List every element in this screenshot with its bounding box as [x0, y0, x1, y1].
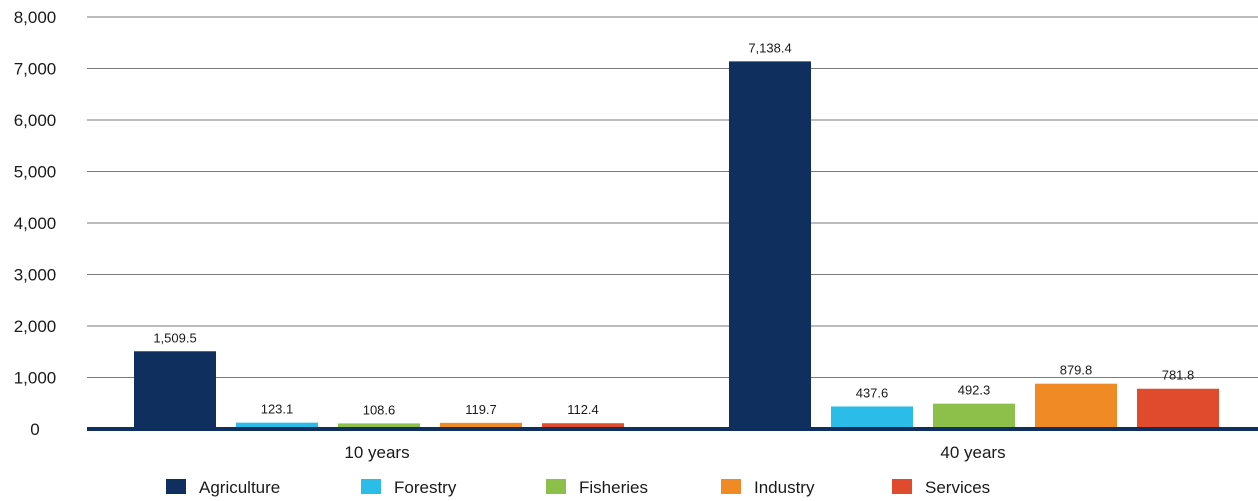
- y-tick-label: 4,000: [14, 214, 57, 233]
- y-tick-label: 8,000: [14, 8, 57, 27]
- y-tick-label: 0: [30, 420, 39, 439]
- legend-label: Fisheries: [579, 478, 648, 497]
- legend-swatch: [361, 479, 381, 494]
- data-label: 108.6: [363, 402, 396, 417]
- data-label: 879.8: [1060, 363, 1093, 378]
- y-tick-label: 1,000: [14, 369, 57, 388]
- gridlines: [87, 16, 1258, 378]
- bar-forestry-40y: [831, 406, 913, 429]
- legend-item-fisheries: Fisheries: [546, 478, 648, 497]
- bar-agriculture-40y: [729, 61, 811, 429]
- bar-forestry-10y: [236, 422, 318, 429]
- legend-swatch: [892, 479, 912, 494]
- legend-item-forestry: Forestry: [361, 478, 457, 497]
- x-category-label: 10 years: [344, 443, 409, 462]
- x-category-label: 40 years: [940, 443, 1005, 462]
- legend: Agriculture Forestry Fisheries Industry Serv…: [166, 478, 990, 497]
- legend-label: Agriculture: [199, 478, 280, 497]
- data-label: 112.4: [567, 402, 599, 417]
- data-label: 123.1: [261, 402, 294, 417]
- bar-fisheries-40y: [933, 403, 1015, 429]
- data-label: 781.8: [1162, 368, 1195, 383]
- legend-item-services: Services: [892, 478, 990, 497]
- data-label: 119.7: [465, 402, 497, 417]
- y-tick-label: 2,000: [14, 317, 57, 336]
- bar-industry-40y: [1035, 383, 1117, 429]
- legend-swatch: [546, 479, 566, 494]
- data-label: 7,138.4: [748, 40, 791, 55]
- bar-agriculture-10y: [134, 351, 216, 429]
- y-tick-label: 6,000: [14, 111, 57, 130]
- y-tick-label: 7,000: [14, 60, 57, 79]
- legend-label: Forestry: [394, 478, 457, 497]
- y-tick-label: 5,000: [14, 163, 57, 182]
- legend-item-industry: Industry: [721, 478, 815, 497]
- y-axis: 0 1,000 2,000 3,000 4,000 5,000 6,000 7,000 8,00…: [14, 8, 57, 439]
- data-label: 492.3: [958, 383, 991, 398]
- legend-swatch: [721, 479, 741, 494]
- legend-item-agriculture: Agriculture: [166, 478, 280, 497]
- legend-label: Industry: [754, 478, 815, 497]
- bars: [134, 61, 1219, 429]
- data-label: 437.6: [856, 385, 889, 400]
- legend-swatch: [166, 479, 186, 494]
- y-tick-label: 3,000: [14, 266, 57, 285]
- bar-fisheries-10y: [338, 423, 420, 429]
- bar-services-40y: [1137, 388, 1219, 429]
- x-axis: 10 years 40 years: [344, 443, 1005, 462]
- bar-services-10y: [542, 423, 624, 429]
- bar-industry-10y: [440, 422, 522, 429]
- data-labels: 1,509.5 123.1 108.6 119.7 112.4 7,138.4 437.6 4…: [153, 40, 1194, 417]
- legend-label: Services: [925, 478, 990, 497]
- data-label: 1,509.5: [153, 330, 196, 345]
